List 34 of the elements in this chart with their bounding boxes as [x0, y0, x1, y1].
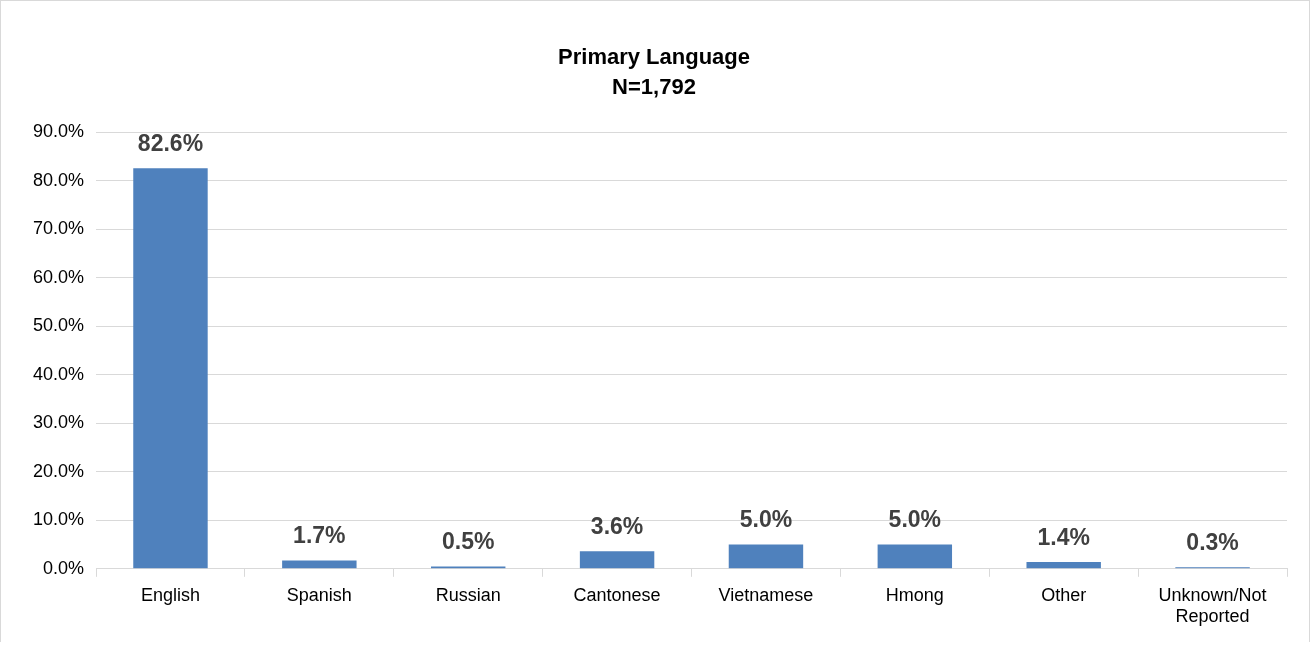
bar — [133, 168, 208, 569]
data-label: 1.4% — [1037, 523, 1090, 550]
x-tick-label: English — [140, 584, 200, 605]
x-tick-label: Other — [1041, 584, 1087, 605]
data-label: 0.5% — [441, 528, 495, 555]
y-tick-label: 0.0% — [43, 557, 85, 578]
y-tick-label: 60.0% — [32, 266, 85, 287]
y-tick-label: 30.0% — [32, 412, 85, 433]
data-label: 1.7% — [293, 522, 346, 549]
y-tick-label: 50.0% — [32, 315, 85, 336]
bar — [579, 551, 655, 569]
data-label: 5.0% — [739, 506, 793, 533]
x-tick-label: Vietnamese — [718, 584, 814, 605]
y-tick-label: 40.0% — [32, 363, 85, 384]
y-tick-label: 80.0% — [32, 169, 85, 190]
y-tick-label: 90.0% — [32, 121, 85, 142]
bar — [728, 544, 804, 569]
data-label: 0.3% — [1186, 529, 1239, 556]
chart-subtitle: N=1,792 — [612, 73, 696, 99]
x-tick-label: Cantonese — [573, 584, 661, 605]
y-tick-label: 10.0% — [32, 509, 85, 530]
bar — [1026, 562, 1101, 569]
x-tick-label: Russian — [435, 584, 501, 605]
data-label: 82.6% — [137, 130, 204, 157]
x-tick-label: Hmong — [885, 584, 944, 605]
x-tick-label: Spanish — [286, 584, 352, 605]
y-tick-label: 20.0% — [32, 460, 85, 481]
bar — [877, 544, 953, 569]
data-label: 5.0% — [888, 506, 942, 533]
x-tick-label: Unknown/Not Reported — [1158, 584, 1267, 627]
data-label: 3.6% — [590, 513, 644, 540]
y-tick-label: 70.0% — [32, 218, 85, 239]
chart-title: Primary Language — [558, 43, 750, 69]
bar — [282, 560, 357, 569]
